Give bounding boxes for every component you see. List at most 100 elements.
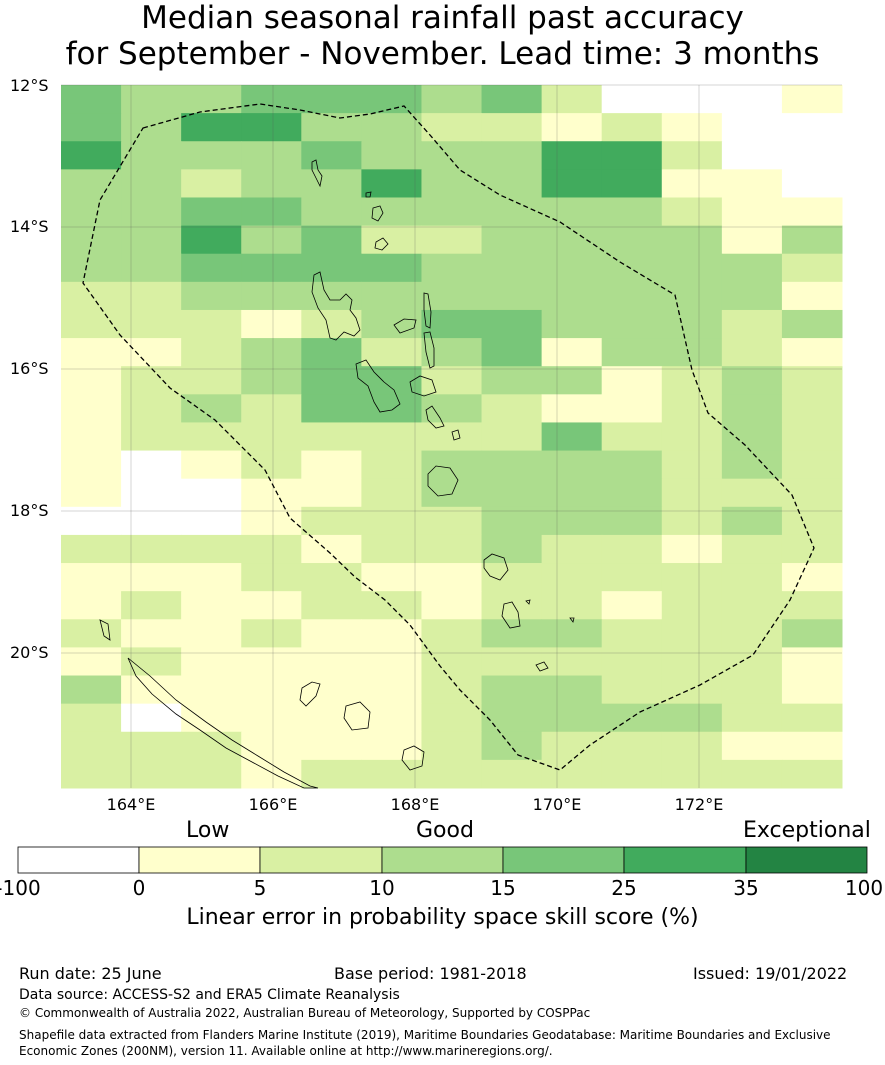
skill-cell (781, 534, 843, 564)
island-lifou (343, 701, 371, 731)
skill-cell (301, 759, 362, 789)
skill-cell (601, 113, 663, 142)
skill-cell (721, 197, 783, 227)
skill-cell (421, 506, 483, 536)
skill-cell (241, 422, 302, 452)
island-banks-2 (371, 205, 384, 222)
skill-cell (181, 281, 242, 311)
lon-label-166e: 166°E (248, 795, 298, 814)
skill-cell (121, 85, 182, 114)
skill-cell (421, 703, 483, 733)
coastlines (99, 159, 575, 789)
copyright: © Commonwealth of Australia 2022, Austra… (19, 1006, 591, 1020)
skill-cell (121, 309, 182, 339)
skill-cell (481, 366, 543, 395)
island-torres (311, 159, 323, 188)
skill-cell (241, 731, 302, 761)
skill-cell (661, 85, 723, 114)
skill-cell (301, 338, 362, 367)
skill-cell (121, 759, 182, 789)
skill-cell (241, 619, 302, 648)
colorbar-tick: 100 (844, 876, 884, 900)
skill-cell (541, 225, 603, 255)
skill-cell (661, 563, 723, 592)
skill-cell (541, 309, 603, 339)
skill-cell (61, 338, 122, 367)
skill-cell (601, 169, 663, 198)
category-low: Low (186, 818, 230, 843)
skill-cell (61, 169, 122, 198)
skill-cell (781, 563, 843, 592)
skill-cell (481, 113, 543, 142)
skill-cell (181, 169, 242, 198)
lon-label-170e: 170°E (532, 795, 582, 814)
skill-cell (361, 647, 422, 677)
skill-cell (181, 731, 242, 761)
island-ambrym (409, 375, 437, 397)
island-malakula (355, 359, 401, 413)
map-title-line2: for September - November. Lead time: 3 m… (65, 36, 820, 72)
colorbar-segment (138, 846, 261, 874)
skill-cell (661, 478, 723, 508)
skill-cell (361, 619, 422, 648)
skill-cell (121, 366, 182, 395)
map-gridlines (61, 84, 842, 788)
skill-cell (181, 591, 242, 620)
colorbar-tick: 0 (132, 876, 146, 900)
skill-cell (241, 85, 302, 114)
skill-cell (781, 591, 843, 620)
skill-cell (61, 647, 122, 677)
skill-cell (481, 309, 543, 339)
skill-cell (601, 309, 663, 339)
skill-cell (721, 169, 783, 198)
colorbar-tick: 10 (369, 876, 395, 900)
skill-cell (361, 422, 422, 452)
skill-cell (181, 675, 242, 705)
skill-cell (181, 563, 242, 592)
island-aneityum (535, 661, 549, 672)
skill-cell (601, 85, 663, 114)
map-title-line1: Median seasonal rainfall past accuracy (141, 0, 744, 36)
skill-cell (541, 141, 603, 170)
skill-cell (481, 703, 543, 733)
skill-cell (721, 647, 783, 677)
skill-cell (541, 450, 603, 480)
skill-cell (361, 338, 422, 367)
island-ouvea (299, 681, 321, 707)
skill-cell (541, 506, 603, 536)
skill-cell (421, 675, 483, 705)
skill-cell (241, 675, 302, 705)
skill-cell (421, 647, 483, 677)
skill-cell (181, 253, 242, 283)
eez-boundary (82, 103, 815, 771)
skill-cell (781, 394, 843, 423)
skill-cell (541, 675, 603, 705)
skill-cell (721, 394, 783, 423)
skill-cell (361, 113, 422, 142)
skill-cell (661, 759, 723, 789)
skill-cell (361, 591, 422, 620)
skill-cell (481, 169, 543, 198)
island-efate (427, 465, 459, 497)
skill-cell (481, 731, 543, 761)
skill-cell (181, 309, 242, 339)
skill-cell (721, 422, 783, 452)
skill-cell (241, 703, 302, 733)
skill-cell (121, 703, 182, 733)
lon-label-172e: 172°E (674, 795, 724, 814)
category-good: Good (416, 818, 474, 843)
skill-cell (661, 450, 723, 480)
skill-cell (421, 141, 483, 170)
skill-cell (121, 731, 182, 761)
skill-grid (61, 85, 843, 789)
skill-cell (121, 141, 182, 170)
colorbar-segment (381, 846, 504, 874)
skill-cell (601, 394, 663, 423)
skill-cell (361, 731, 422, 761)
skill-cell (781, 281, 843, 311)
skill-cell (481, 450, 543, 480)
skill-cell (541, 422, 603, 452)
skill-cell (301, 85, 362, 114)
skill-cell (541, 534, 603, 564)
